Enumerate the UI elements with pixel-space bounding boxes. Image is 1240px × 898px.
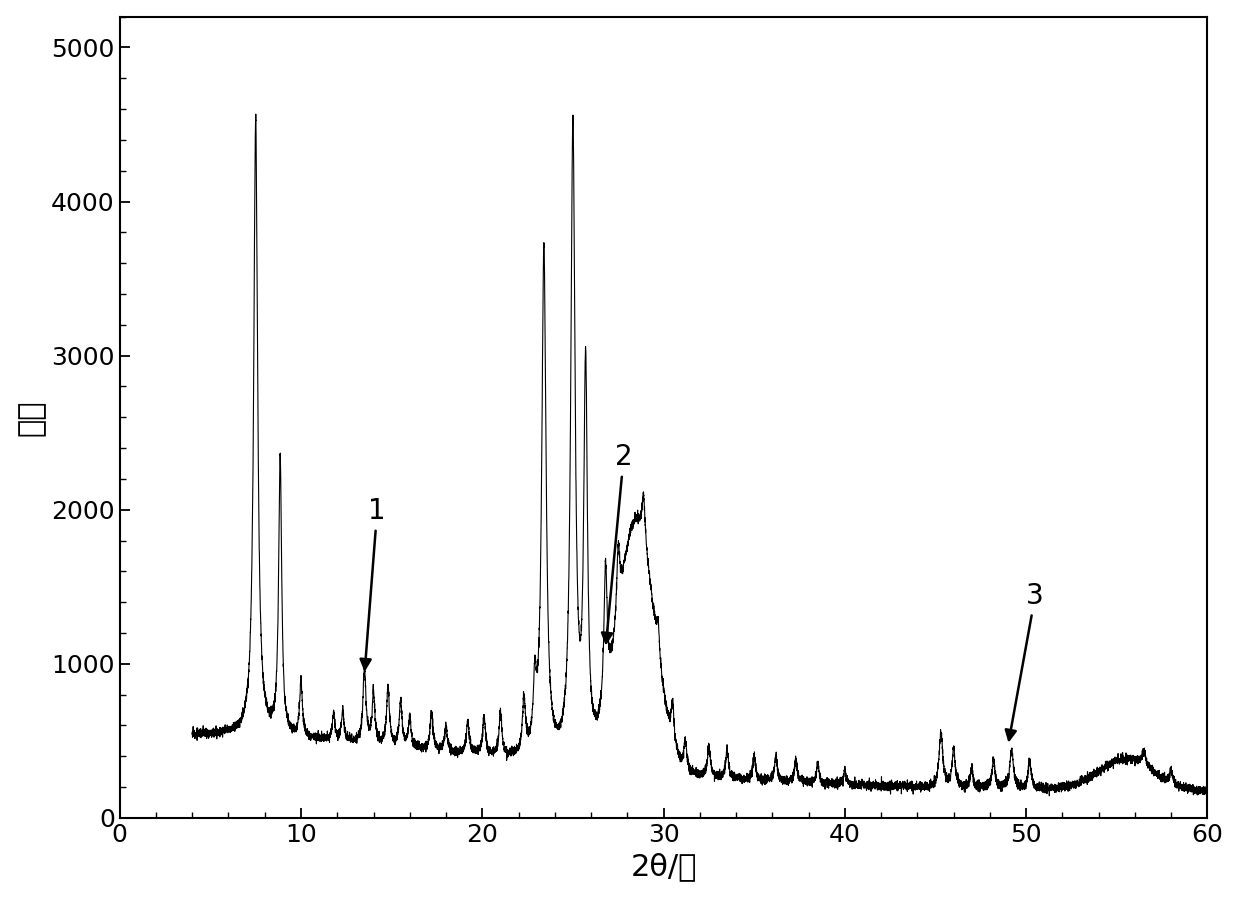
Y-axis label: 强度: 强度 <box>16 399 46 436</box>
Text: 3: 3 <box>1006 582 1044 740</box>
X-axis label: 2θ/度: 2θ/度 <box>630 852 697 881</box>
Text: 2: 2 <box>603 444 632 643</box>
Text: 1: 1 <box>361 497 386 669</box>
